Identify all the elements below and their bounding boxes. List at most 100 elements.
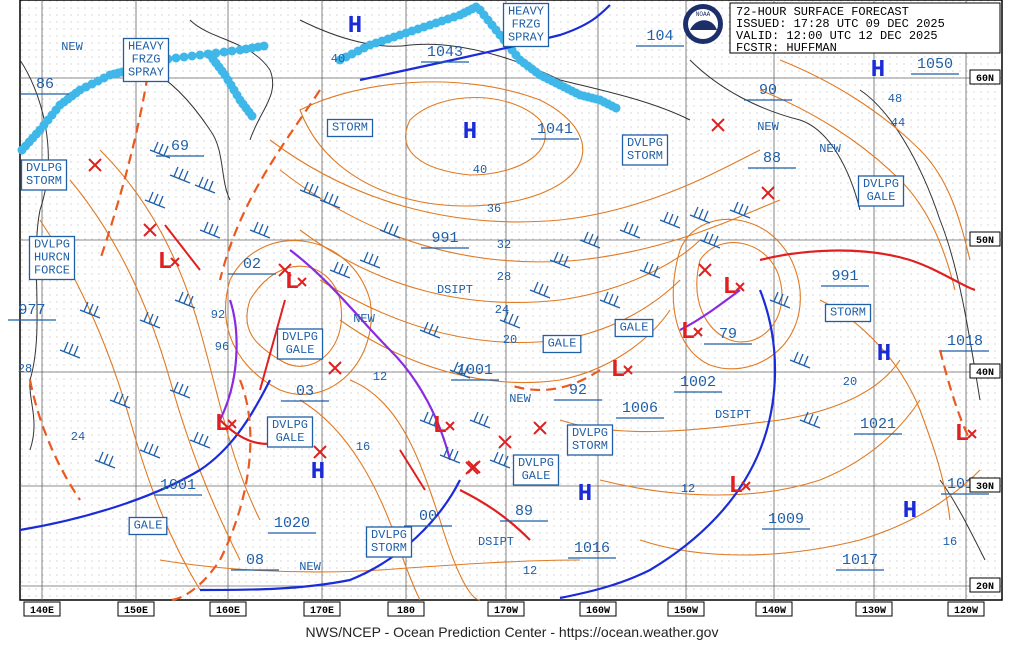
svg-text:GALE: GALE <box>286 343 315 357</box>
pressure-value: 1009 <box>768 511 804 528</box>
lat-tick-label: 30N <box>976 482 994 493</box>
x-marker <box>467 460 481 474</box>
svg-text:DVLPG: DVLPG <box>272 418 308 432</box>
status-tag: DSIPT <box>715 408 751 422</box>
svg-text:DVLPG: DVLPG <box>572 426 608 440</box>
trough-1 <box>98 59 152 261</box>
x-marker <box>328 361 342 375</box>
lon-tick-label: 160E <box>216 606 240 617</box>
low-pressure-symbol: L <box>723 274 737 301</box>
svg-text:FORCE: FORCE <box>34 264 70 278</box>
pressure-value: 1016 <box>574 540 610 557</box>
svg-text:DVLPG: DVLPG <box>863 177 899 191</box>
x-marker <box>143 223 157 237</box>
warning-label: GALE <box>614 318 654 338</box>
lon-tick-label: 150E <box>124 606 148 617</box>
lon-tick-label: 140W <box>762 606 786 617</box>
freezing-spray-zones <box>17 2 621 155</box>
isobar-value: 48 <box>888 92 902 106</box>
latitude-ticks: 60N 50N 40N 30N 20N <box>969 69 1001 593</box>
map-background <box>20 0 1002 600</box>
lon-tick-label: 170E <box>310 606 334 617</box>
lon-tick-label: 160W <box>586 606 610 617</box>
trough-4 <box>509 369 601 392</box>
low-pressure-symbol: L <box>955 421 969 448</box>
status-tag: NEW <box>509 392 531 406</box>
pressure-value: 1021 <box>860 416 896 433</box>
pressure-value: 1041 <box>537 121 573 138</box>
svg-text:DVLPG: DVLPG <box>34 238 70 252</box>
isobar-value: 28 <box>497 270 511 284</box>
status-tag: NEW <box>757 120 779 134</box>
trough-2 <box>218 89 321 281</box>
isobar-value: 24 <box>495 303 509 317</box>
high-pressure-symbol: H <box>311 459 325 486</box>
warning-label: STORM <box>326 118 374 138</box>
svg-text:STORM: STORM <box>572 439 608 453</box>
isobar-value: 24 <box>71 430 85 444</box>
lat-tick-label: 40N <box>976 368 994 379</box>
isobar-value: 12 <box>373 370 387 384</box>
status-tag: DSIPT <box>478 535 514 549</box>
svg-text:GALE: GALE <box>620 321 649 335</box>
lon-tick-label: 140E <box>30 606 54 617</box>
svg-text:HEAVY: HEAVY <box>508 5 544 19</box>
cold-front-3 <box>559 289 777 600</box>
isobar-value: 32 <box>497 238 511 252</box>
header-issued: ISSUED: 17:28 UTC 09 DEC 2025 <box>736 17 945 31</box>
svg-text:SPRAY: SPRAY <box>128 66 164 80</box>
wind-barbs <box>59 141 821 469</box>
trough-6 <box>28 379 81 501</box>
pressure-value: 08 <box>246 552 264 569</box>
pressure-value: 89 <box>515 503 533 520</box>
footer-credit: NWS/NCEP - Ocean Prediction Center - htt… <box>305 624 719 640</box>
header-valid: VALID: 12:00 UTC 12 DEC 2025 <box>736 29 938 43</box>
pressure-value: 88 <box>763 150 781 167</box>
status-tag: NEW <box>353 312 375 326</box>
pressure-value: 00 <box>419 508 437 525</box>
x-marker <box>711 118 725 132</box>
lat-tick-label: 60N <box>976 74 994 85</box>
isobar-value: 44 <box>891 116 905 130</box>
trough-5 <box>938 349 971 441</box>
forecast-track-1 <box>164 224 201 271</box>
svg-text:GALE: GALE <box>548 337 577 351</box>
svg-text:FRZG: FRZG <box>132 53 161 67</box>
low-pressure-symbol: L <box>611 357 625 384</box>
status-tag: NEW <box>819 142 841 156</box>
x-marker <box>498 435 512 449</box>
cold-front-2 <box>199 479 461 592</box>
isobar-value: 96 <box>215 340 229 354</box>
svg-text:HURCN: HURCN <box>34 251 70 265</box>
pressure-value: 1006 <box>622 400 658 417</box>
pressure-value: 1002 <box>680 374 716 391</box>
graticule <box>20 0 1002 600</box>
svg-text:STORM: STORM <box>627 149 663 163</box>
low-pressure-symbol: L <box>433 413 447 440</box>
lon-tick-label: 130W <box>862 606 886 617</box>
pressure-value: 02 <box>243 256 261 273</box>
pressure-value: 104 <box>646 28 673 45</box>
pressure-value: 1043 <box>427 44 463 61</box>
high-pressure-symbol: H <box>903 498 917 525</box>
lon-tick-label: 170W <box>494 606 518 617</box>
svg-text:GALE: GALE <box>867 190 896 204</box>
high-pressure-symbol: H <box>877 341 891 368</box>
warning-label: GALE <box>542 334 582 354</box>
forecast-track-3 <box>399 449 426 491</box>
low-pressure-symbol: L <box>681 319 695 346</box>
pressure-value: 79 <box>719 326 737 343</box>
header-forecaster: FCSTR: HUFFMAN <box>736 41 837 55</box>
isobar-values: 40 40 36 32 28 24 20 92 96 12 16 12 12 20 16 48 44 28 24 <box>18 52 957 578</box>
warning-label: GALE <box>128 516 168 536</box>
svg-text:FRZG: FRZG <box>512 18 541 32</box>
fronts <box>19 4 976 602</box>
warning-label: STORM <box>824 303 872 323</box>
svg-text:DVLPG: DVLPG <box>371 528 407 542</box>
